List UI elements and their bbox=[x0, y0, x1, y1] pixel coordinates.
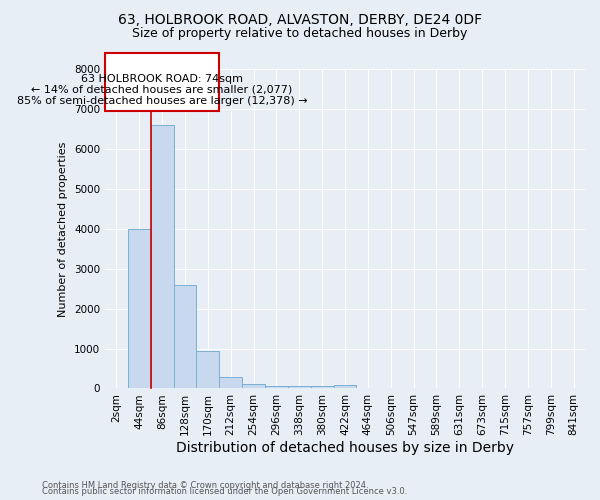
Text: Contains HM Land Registry data © Crown copyright and database right 2024.: Contains HM Land Registry data © Crown c… bbox=[42, 481, 368, 490]
Bar bbox=[196, 350, 219, 389]
Bar bbox=[242, 384, 265, 388]
Text: Size of property relative to detached houses in Derby: Size of property relative to detached ho… bbox=[133, 28, 467, 40]
Bar bbox=[173, 284, 196, 389]
Bar bbox=[219, 378, 242, 388]
Bar bbox=[151, 125, 173, 388]
Y-axis label: Number of detached properties: Number of detached properties bbox=[58, 141, 68, 316]
X-axis label: Distribution of detached houses by size in Derby: Distribution of detached houses by size … bbox=[176, 441, 514, 455]
Text: 63, HOLBROOK ROAD, ALVASTON, DERBY, DE24 0DF: 63, HOLBROOK ROAD, ALVASTON, DERBY, DE24… bbox=[118, 12, 482, 26]
Text: Contains public sector information licensed under the Open Government Licence v3: Contains public sector information licen… bbox=[42, 488, 407, 496]
Bar bbox=[334, 386, 356, 388]
Text: ← 14% of detached houses are smaller (2,077): ← 14% of detached houses are smaller (2,… bbox=[31, 84, 293, 94]
Text: 85% of semi-detached houses are larger (12,378) →: 85% of semi-detached houses are larger (… bbox=[17, 96, 307, 106]
Bar bbox=[265, 386, 288, 388]
Bar bbox=[105, 54, 219, 111]
Text: 63 HOLBROOK ROAD: 74sqm: 63 HOLBROOK ROAD: 74sqm bbox=[81, 74, 243, 84]
Bar bbox=[128, 229, 151, 388]
Bar bbox=[288, 386, 311, 388]
Bar bbox=[311, 386, 334, 388]
